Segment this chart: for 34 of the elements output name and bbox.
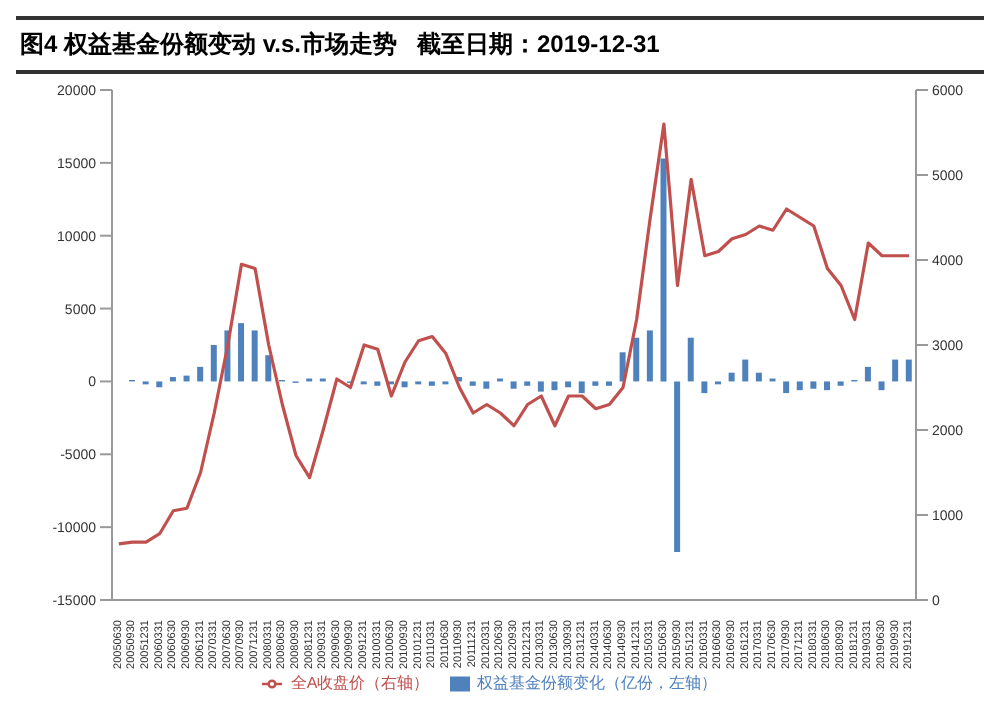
bar [892, 359, 899, 382]
bar [728, 372, 735, 382]
line-series [117, 122, 911, 546]
bar [510, 381, 517, 389]
bar [796, 381, 803, 391]
bar [824, 381, 831, 391]
bar [265, 355, 272, 382]
bar [674, 381, 681, 552]
bar [537, 381, 544, 392]
bar [401, 381, 408, 388]
bar [810, 381, 817, 389]
bar [210, 345, 217, 382]
bar [660, 158, 667, 382]
bar [633, 337, 640, 382]
bar [701, 381, 708, 394]
bar [551, 381, 558, 391]
bar [251, 330, 258, 382]
bar [742, 359, 749, 382]
bar [878, 381, 885, 391]
legend-label: 权益基金份额变化（亿份，左轴） [477, 674, 718, 692]
bar [197, 366, 204, 382]
bar [565, 381, 572, 388]
bar [755, 372, 762, 382]
bar [238, 323, 245, 382]
chart-title: 图4 权益基金份额变动 v.s.市场走势 截至日期：2019-12-31 [16, 16, 984, 74]
bar [646, 330, 653, 382]
bar [156, 381, 163, 388]
bar [483, 381, 490, 389]
bar [783, 381, 790, 394]
bar [905, 359, 912, 382]
legend-label: 全A收盘价（右轴） [290, 674, 430, 692]
bar [864, 366, 871, 382]
bar [687, 337, 694, 382]
bar [578, 381, 585, 394]
